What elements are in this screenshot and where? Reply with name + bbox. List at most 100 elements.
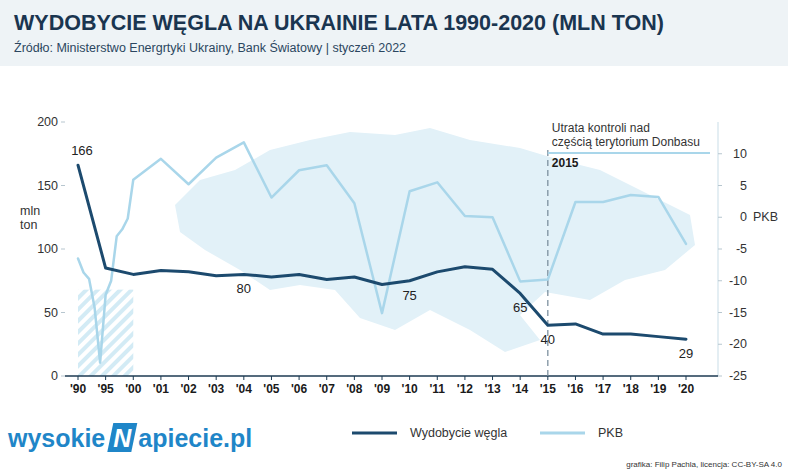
x-tick-label: '17: [595, 382, 612, 396]
y2-tick: [718, 217, 722, 218]
x-tick-label: '19: [650, 382, 667, 396]
y-tick-label: 150: [37, 179, 58, 193]
y2-tick: [718, 185, 722, 186]
y-axis-label: mlnton: [20, 204, 40, 232]
y-axis-label-line: ton: [20, 218, 37, 232]
x-tick: [686, 376, 687, 380]
y-tick: [61, 312, 65, 313]
x-tick: [216, 376, 217, 380]
y-tick: [61, 122, 65, 123]
y2-tick-label: 5: [740, 179, 747, 193]
x-tick-label: '15: [540, 382, 557, 396]
y2-tick: [718, 249, 722, 250]
x-tick: [603, 376, 604, 380]
y-tick: [61, 249, 65, 250]
x-tick: [326, 376, 327, 380]
x-tick: [658, 376, 659, 380]
y2-tick: [718, 280, 722, 281]
data-label: 80: [237, 281, 251, 296]
logo-badge: [107, 423, 137, 452]
legend-swatch: [540, 432, 585, 435]
x-tick-label: '05: [263, 382, 280, 396]
y2-tick-label: -20: [729, 337, 747, 351]
plot-lines: [78, 142, 686, 362]
x-tick: [382, 376, 383, 380]
x-tick-label: '10: [402, 382, 419, 396]
x-tick-label: '95: [98, 382, 115, 396]
x-axis-line: [65, 375, 718, 377]
x-tick-label: '08: [346, 382, 363, 396]
y-tick-label: 200: [37, 115, 58, 129]
data-label: 29: [679, 346, 693, 361]
x-tick-label: '09: [374, 382, 391, 396]
legend-label: Wydobycie węgla: [410, 426, 507, 440]
annotation-text: Utrata kontroli nad: [552, 121, 650, 135]
x-tick-label: '01: [153, 382, 170, 396]
y2-tick-label: 10: [733, 147, 747, 161]
legend-swatch: [352, 432, 397, 435]
x-tick: [243, 376, 244, 380]
y-tick-label: 50: [44, 306, 58, 320]
data-label: 75: [402, 288, 416, 303]
x-tick-label: '03: [208, 382, 225, 396]
subtitle: Źródło: Ministerstwo Energrtyki Ukrainy,…: [14, 40, 406, 55]
x-tick: [78, 376, 79, 380]
y-tick-label: 100: [37, 242, 58, 256]
y2-tick: [718, 376, 722, 377]
y-tick: [61, 185, 65, 186]
data-label: 166: [71, 143, 93, 158]
x-tick-label: '90: [70, 382, 87, 396]
x-tick-label: '12: [457, 382, 474, 396]
legend-label: PKB: [598, 426, 623, 440]
y-axis-label-line: mln: [20, 204, 40, 218]
x-tick-label: '16: [567, 382, 584, 396]
logo-mark: N: [113, 424, 132, 452]
x-tick-label: '07: [319, 382, 336, 396]
x-tick: [464, 376, 465, 380]
y-tick: [61, 376, 65, 377]
x-tick: [133, 376, 134, 380]
x-tick: [437, 376, 438, 380]
series-line: [78, 142, 686, 362]
y2-tick: [718, 312, 722, 313]
logo-suffix: apiecie.pl: [138, 424, 252, 452]
y2-axis-label: PKB: [753, 210, 778, 224]
y2-tick-label: -25: [729, 369, 747, 383]
y2-tick-label: -10: [729, 274, 747, 288]
series-line: [78, 165, 686, 339]
annotation-underline: [548, 152, 710, 154]
y2-tick-label: -15: [729, 306, 747, 320]
x-tick: [575, 376, 576, 380]
x-tick: [299, 376, 300, 380]
x-tick: [271, 376, 272, 380]
title: WYDOBYCIE WĘGLA NA UKRAINIE LATA 1990-20…: [14, 11, 664, 35]
x-tick-label: '14: [512, 382, 529, 396]
y-tick-label: 0: [51, 369, 58, 383]
x-tick-label: '04: [236, 382, 253, 396]
x-tick: [492, 376, 493, 380]
x-tick-label: '18: [623, 382, 640, 396]
header-band: [0, 0, 788, 66]
x-tick: [105, 376, 106, 380]
x-tick-label: '20: [678, 382, 695, 396]
x-tick-label: '02: [180, 382, 197, 396]
annotation-label: 2015: [552, 156, 579, 170]
chart: WYDOBYCIE WĘGLA NA UKRAINIE LATA 1990-20…: [0, 0, 788, 472]
x-tick: [520, 376, 521, 380]
x-tick-label: '11: [429, 382, 445, 396]
x-tick: [188, 376, 189, 380]
annotation-text: częścią terytorium Donbasu: [552, 135, 700, 149]
y2-tick: [718, 153, 722, 154]
data-label: 65: [513, 300, 527, 315]
y2-tick: [718, 344, 722, 345]
credit: grafika: Filip Pachla, licencja: CC-BY-S…: [626, 460, 782, 469]
x-tick-label: '06: [291, 382, 308, 396]
x-tick: [630, 376, 631, 380]
x-tick: [409, 376, 410, 380]
x-tick: [547, 376, 548, 380]
logo-prefix: wysokie: [7, 424, 105, 452]
data-label: 40: [541, 332, 555, 347]
y2-tick-label: -5: [736, 242, 747, 256]
y2-tick-label: 0: [740, 210, 747, 224]
x-tick-label: '00: [125, 382, 142, 396]
